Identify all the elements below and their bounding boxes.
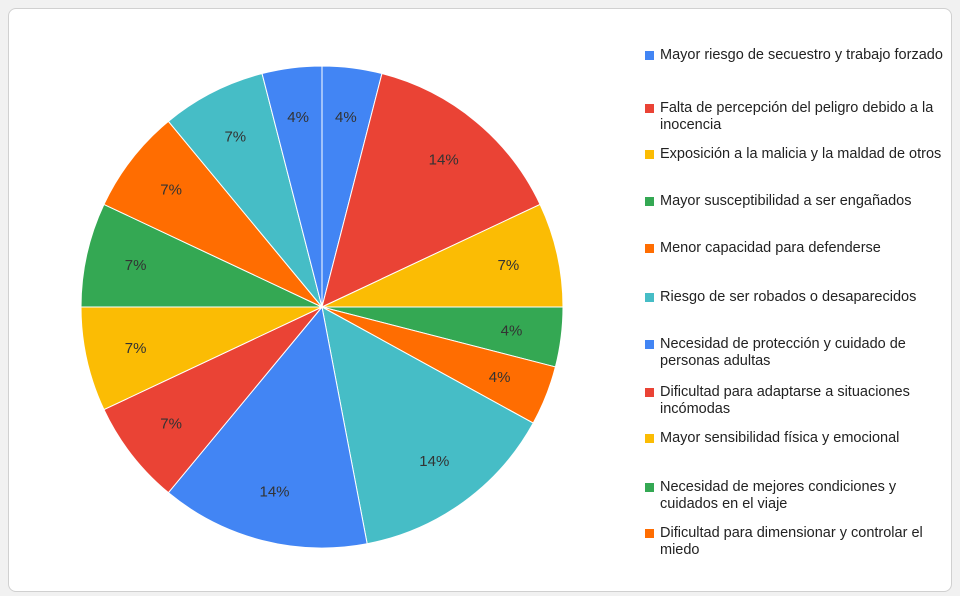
legend-item: Menor capacidad para defenderse	[645, 240, 945, 257]
legend-label: Menor capacidad para defenderse	[660, 240, 881, 256]
pie-slice-6	[321, 306, 534, 545]
slice-label-9: 7%	[125, 340, 147, 357]
slice-label-7: 14%	[259, 484, 289, 501]
pie-slice-2	[321, 72, 541, 308]
slice-label-5: 4%	[489, 369, 511, 386]
legend-label: Mayor sensibilidad física y emocional	[660, 430, 900, 446]
slice-label-11: 7%	[160, 181, 182, 198]
pie-slice-7	[167, 305, 368, 549]
legend-item: Falta de percepción del peligro debido a…	[645, 100, 945, 134]
slice-label-10: 7%	[125, 257, 147, 274]
legend-item: Riesgo de ser robados o desaparecidos	[645, 289, 945, 306]
legend-item: Mayor sensibilidad física y emocional	[645, 430, 945, 447]
legend-label: Dificultad para adaptarse a situaciones …	[660, 384, 910, 417]
slice-label-8: 7%	[160, 416, 182, 433]
slice-label-13: 4%	[287, 109, 309, 126]
legend-label: Riesgo de ser robados o desaparecidos	[660, 289, 917, 305]
legend-item: Mayor susceptibilidad a ser engañados	[645, 193, 945, 210]
legend-label: Mayor riesgo de secuestro y trabajo forz…	[660, 47, 943, 63]
legend-swatch	[645, 434, 654, 443]
legend-swatch	[645, 244, 654, 253]
legend-label: Dificultad para dimensionar y controlar …	[660, 525, 923, 558]
slice-label-12: 7%	[224, 128, 246, 145]
legend-item: Dificultad para adaptarse a situaciones …	[645, 384, 945, 418]
pie-slice-10	[80, 203, 323, 308]
legend-item: Mayor riesgo de secuestro y trabajo forz…	[645, 47, 945, 64]
legend-swatch	[645, 388, 654, 397]
legend-swatch	[645, 104, 654, 113]
legend-item: Exposición a la malicia y la maldad de o…	[645, 146, 945, 163]
legend-swatch	[645, 150, 654, 159]
slice-label-3: 7%	[498, 257, 520, 274]
legend-swatch	[645, 197, 654, 206]
slice-label-4: 4%	[501, 322, 523, 339]
pie-slice-11	[103, 120, 323, 308]
pie-slice-3	[321, 203, 564, 308]
slice-label-2: 14%	[429, 151, 459, 168]
legend-label: Exposición a la malicia y la maldad de o…	[660, 146, 942, 162]
legend-label: Necesidad de protección y cuidado de per…	[660, 336, 906, 369]
chart-card: 4% 14% 7% 4% 4% 14% 14% 7% 7% 7% 7% 7% 4% Mayor ries…	[8, 8, 952, 592]
legend-label: Mayor susceptibilidad a ser engañados	[660, 193, 912, 209]
legend-swatch	[645, 293, 654, 302]
legend-swatch	[645, 51, 654, 60]
legend-item: Necesidad de protección y cuidado de per…	[645, 336, 945, 370]
pie-slice-13	[261, 65, 323, 308]
slice-label-6: 14%	[419, 453, 449, 470]
legend-item: Necesidad de mejores condiciones y cuida…	[645, 479, 945, 513]
pie-slice-12	[167, 72, 323, 308]
pie-slice-8	[103, 306, 323, 494]
legend-item: Dificultad para dimensionar y controlar …	[645, 525, 945, 559]
legend-swatch	[645, 483, 654, 492]
legend-label: Falta de percepción del peligro debido a…	[660, 100, 934, 133]
pie-chart: 4% 14% 7% 4% 4% 14% 14% 7% 7% 7% 7% 7% 4%	[80, 65, 564, 549]
legend-swatch	[645, 529, 654, 538]
slice-label-1: 4%	[335, 109, 357, 126]
legend-swatch	[645, 340, 654, 349]
legend-label: Necesidad de mejores condiciones y cuida…	[660, 479, 897, 512]
pie-slice-9	[80, 306, 323, 411]
